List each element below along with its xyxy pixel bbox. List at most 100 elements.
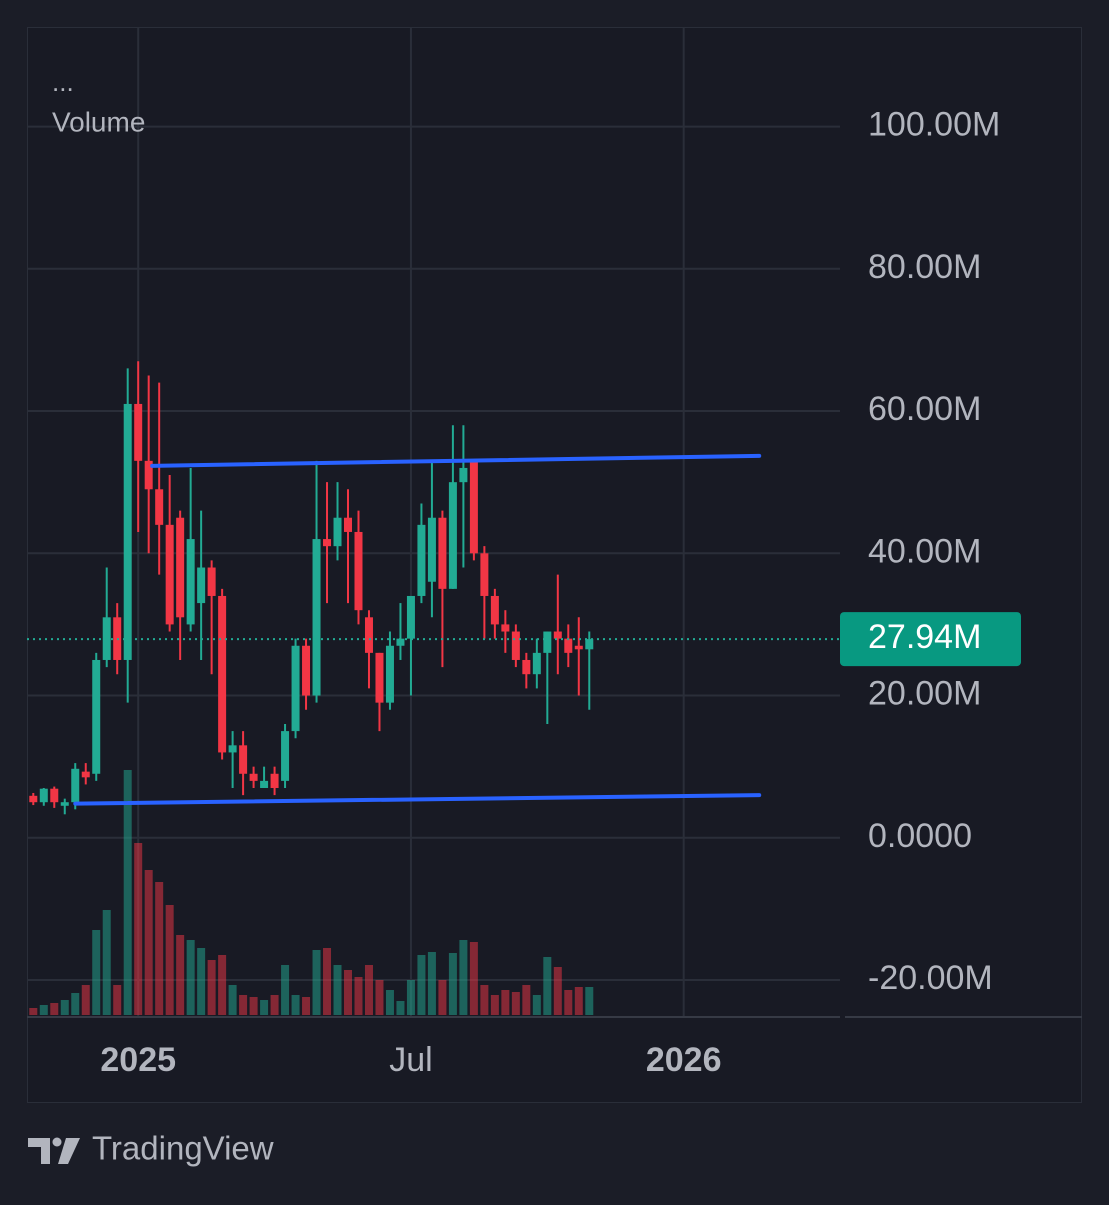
candle-body	[92, 659, 101, 774]
candle-body	[501, 624, 510, 632]
candle-body	[480, 553, 489, 596]
candle-body	[375, 652, 384, 703]
candle-body	[165, 524, 174, 625]
y-tick-label: -20.00M	[868, 959, 993, 997]
candle-body	[344, 517, 353, 532]
volume-bar	[490, 995, 499, 1015]
candle-body	[459, 467, 468, 483]
volume-bar	[511, 992, 520, 1015]
brand-name: TradingView	[92, 1130, 274, 1167]
volume-bar	[92, 930, 101, 1015]
candle-body	[228, 745, 237, 753]
volume-bar	[218, 955, 227, 1015]
candle-body	[333, 517, 342, 547]
volume-bar	[354, 977, 363, 1015]
candle-body	[396, 638, 405, 646]
candle-body	[323, 539, 332, 547]
volume-bar	[469, 942, 478, 1015]
candle-body	[60, 802, 69, 806]
candle-body	[260, 780, 269, 788]
candle-body	[543, 631, 552, 653]
candle-body	[354, 531, 363, 611]
candle-body	[123, 403, 132, 660]
volume-bar	[323, 948, 332, 1015]
x-tick-label: Jul	[389, 1041, 432, 1079]
volume-bar	[102, 910, 111, 1015]
volume-bar	[448, 953, 457, 1015]
volume-bar	[165, 905, 174, 1015]
candle-body	[302, 645, 311, 696]
volume-bar	[344, 970, 353, 1015]
volume-bar	[564, 990, 573, 1015]
volume-bar	[438, 980, 447, 1015]
volume-bar	[239, 995, 248, 1015]
legend-menu[interactable]: ...	[52, 67, 74, 97]
volume-bar	[186, 940, 195, 1015]
volume-bar	[291, 995, 300, 1015]
candle-body	[532, 652, 541, 675]
volume-bar	[553, 967, 562, 1015]
y-tick-label: 100.00M	[868, 106, 1000, 144]
y-tick-label: 40.00M	[868, 532, 981, 570]
volume-bar	[134, 843, 143, 1015]
volume-bar	[585, 987, 594, 1015]
volume-bar	[364, 965, 373, 1015]
volume-bar	[60, 1000, 69, 1015]
candle-body	[39, 788, 48, 803]
volume-bar	[270, 995, 279, 1015]
candle-body	[50, 788, 59, 803]
volume-bar	[459, 940, 468, 1015]
candle-body	[176, 517, 185, 618]
volume-bar	[385, 990, 394, 1015]
candle-body	[511, 631, 520, 660]
volume-bar	[532, 995, 541, 1015]
candle-body	[448, 482, 457, 589]
volume-bar	[29, 1008, 38, 1015]
candle-body	[270, 773, 279, 788]
volume-bar	[123, 770, 132, 1015]
candle-body	[71, 768, 80, 803]
candle-body	[281, 731, 290, 781]
volume-bar	[480, 985, 489, 1015]
volume-bar	[302, 997, 311, 1015]
volume-bar	[501, 990, 510, 1015]
candle-body	[406, 595, 415, 639]
candle-body	[438, 517, 447, 589]
volume-bar	[260, 1000, 269, 1015]
candle-body	[574, 645, 583, 650]
candle-body	[239, 745, 248, 774]
volume-bar	[113, 985, 122, 1015]
candle-body	[427, 517, 436, 582]
last-value-box	[840, 612, 1021, 667]
candle-body	[155, 489, 164, 525]
candle-body	[186, 539, 195, 625]
volume-bar	[543, 957, 552, 1015]
candle-body	[29, 795, 38, 803]
x-tick-label: 2025	[100, 1041, 176, 1079]
volume-bar	[417, 955, 426, 1015]
volume-bar	[522, 985, 531, 1015]
last-value-label: 27.94M	[868, 618, 981, 656]
candle-body	[249, 773, 258, 781]
candle-body	[144, 460, 153, 490]
candle-body	[417, 524, 426, 596]
volume-bar	[427, 952, 436, 1015]
volume-bar	[81, 985, 90, 1015]
volume-bar	[375, 980, 384, 1015]
volume-bar	[144, 870, 153, 1015]
candle-body	[81, 771, 90, 778]
panel	[27, 27, 1082, 1103]
volume-bar	[574, 987, 583, 1015]
volume-bar	[155, 882, 164, 1015]
volume-bar	[406, 980, 415, 1015]
volume-bar	[396, 1001, 405, 1015]
y-tick-label: 60.00M	[868, 390, 981, 428]
brand-logo	[28, 1137, 80, 1164]
plot	[29, 361, 594, 1015]
candle-body	[364, 617, 373, 653]
volume-bar	[176, 935, 185, 1015]
candle-body	[522, 659, 531, 675]
volume-bar	[281, 965, 290, 1015]
